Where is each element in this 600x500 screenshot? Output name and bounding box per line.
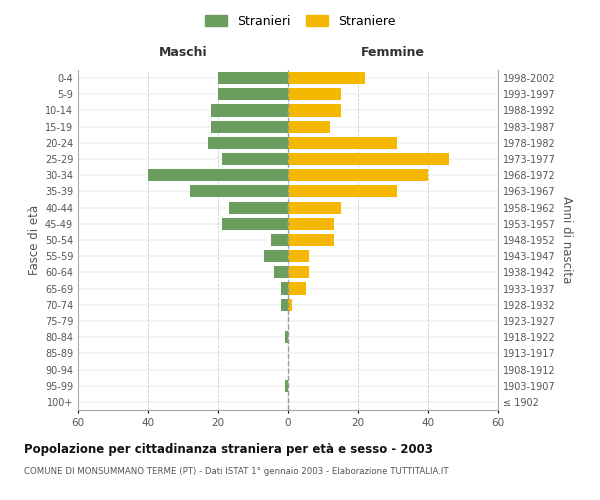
Bar [263,250,288,262]
Text: Femmine: Femmine [361,46,425,59]
Bar [218,88,288,101]
Bar [288,218,334,230]
Text: Popolazione per cittadinanza straniera per età e sesso - 2003: Popolazione per cittadinanza straniera p… [24,442,433,456]
Bar [274,266,288,278]
Bar [288,234,334,246]
Bar [288,120,330,132]
Bar [288,186,397,198]
Bar [221,218,288,230]
Bar [288,153,449,165]
Text: Maschi: Maschi [158,46,208,59]
Bar [221,153,288,165]
Bar [218,72,288,84]
Text: COMUNE DI MONSUMMANO TERME (PT) - Dati ISTAT 1° gennaio 2003 - Elaborazione TUTT: COMUNE DI MONSUMMANO TERME (PT) - Dati I… [24,468,449,476]
Bar [288,282,305,294]
Bar [190,186,288,198]
Bar [288,169,428,181]
Bar [211,104,288,117]
Bar [288,250,309,262]
Bar [271,234,288,246]
Bar [288,104,341,117]
Legend: Stranieri, Straniere: Stranieri, Straniere [201,11,399,32]
Bar [288,202,341,213]
Bar [284,380,288,392]
Bar [288,266,309,278]
Bar [288,298,292,311]
Bar [211,120,288,132]
Y-axis label: Anni di nascita: Anni di nascita [560,196,573,284]
Bar [288,72,365,84]
Bar [288,137,397,149]
Bar [148,169,288,181]
Y-axis label: Fasce di età: Fasce di età [28,205,41,275]
Bar [281,282,288,294]
Bar [288,88,341,101]
Bar [229,202,288,213]
Bar [208,137,288,149]
Bar [281,298,288,311]
Bar [284,331,288,343]
